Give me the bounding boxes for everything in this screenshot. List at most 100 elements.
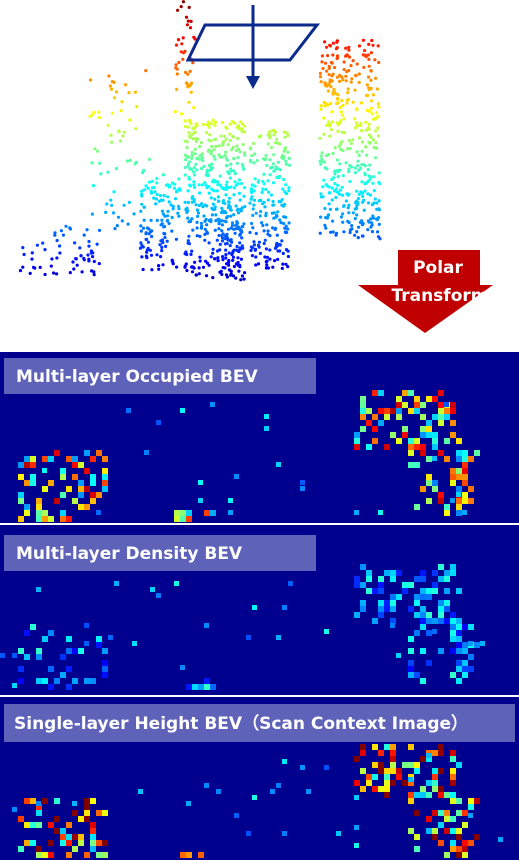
point (86, 253, 90, 257)
bev-cell (396, 594, 402, 600)
bev-cell (456, 828, 462, 834)
point (183, 165, 187, 170)
point (58, 251, 62, 255)
point (359, 166, 363, 170)
point (217, 233, 221, 238)
point (254, 231, 258, 236)
point (254, 211, 258, 215)
bev-cell (384, 786, 390, 792)
bev-cell (384, 774, 390, 780)
bev-cell (456, 630, 462, 636)
point (154, 197, 158, 201)
point (171, 204, 175, 209)
point (253, 177, 257, 181)
point (120, 100, 124, 104)
bev-cell (288, 581, 293, 586)
point (87, 257, 91, 261)
bev-cell (438, 600, 444, 606)
point (331, 41, 335, 45)
point (98, 161, 102, 165)
point (116, 215, 121, 219)
point (227, 196, 232, 200)
bev-cell (456, 438, 462, 444)
bev-cell (456, 636, 462, 642)
point (79, 254, 83, 258)
bev-cell (402, 780, 408, 786)
point (341, 148, 345, 153)
point (228, 132, 232, 136)
bev-cell (66, 834, 72, 840)
point (138, 246, 142, 250)
bev-cell (372, 618, 378, 624)
point (213, 120, 218, 124)
bev-cell (210, 402, 215, 407)
point (207, 125, 211, 129)
point (366, 53, 370, 57)
point (196, 214, 200, 218)
point (212, 180, 216, 184)
point (224, 156, 228, 160)
bev-cell (450, 780, 456, 786)
point (80, 270, 84, 274)
point (203, 181, 207, 185)
point (353, 171, 357, 175)
point (195, 123, 199, 127)
point (232, 193, 236, 197)
point (269, 166, 273, 170)
bev-cell (426, 498, 432, 504)
point (270, 211, 274, 215)
bev-cell (36, 648, 42, 654)
point (127, 200, 131, 204)
bev-cell (420, 576, 426, 582)
bev-cell (300, 765, 305, 770)
point (232, 186, 236, 190)
point (319, 104, 323, 108)
point (334, 233, 338, 237)
point (175, 189, 179, 193)
bev-cell (252, 795, 257, 800)
point (330, 177, 334, 182)
point (335, 96, 340, 101)
point (192, 126, 196, 131)
point (283, 202, 287, 206)
point (329, 101, 333, 106)
point (273, 227, 277, 231)
bev-cell (78, 492, 84, 498)
label-bar (4, 358, 316, 394)
point (232, 156, 236, 160)
bev-cell (396, 438, 402, 444)
point (355, 204, 359, 208)
bev-cell (90, 498, 96, 504)
point (183, 173, 187, 177)
point (276, 167, 280, 171)
bev-cell (90, 828, 96, 834)
point (271, 226, 275, 230)
point (160, 209, 164, 213)
point (200, 224, 204, 228)
point (106, 170, 110, 174)
point (253, 152, 257, 156)
point (351, 138, 355, 142)
point (166, 195, 170, 199)
point (261, 223, 265, 228)
point (192, 185, 197, 189)
point (186, 239, 190, 243)
point (364, 93, 369, 97)
bev-cell (402, 762, 408, 768)
arrow-text: Transform (392, 286, 489, 306)
bev-cell (378, 576, 384, 582)
bev-cell (408, 762, 414, 768)
point (220, 206, 224, 210)
bev-cell (414, 462, 420, 468)
point (159, 255, 163, 259)
bev-cell (42, 456, 48, 462)
point (321, 185, 325, 189)
point (249, 197, 253, 201)
point (376, 44, 380, 48)
point (347, 192, 351, 196)
point (323, 206, 327, 211)
point (90, 113, 94, 117)
point (74, 257, 78, 261)
point (284, 262, 288, 266)
point (180, 42, 184, 46)
